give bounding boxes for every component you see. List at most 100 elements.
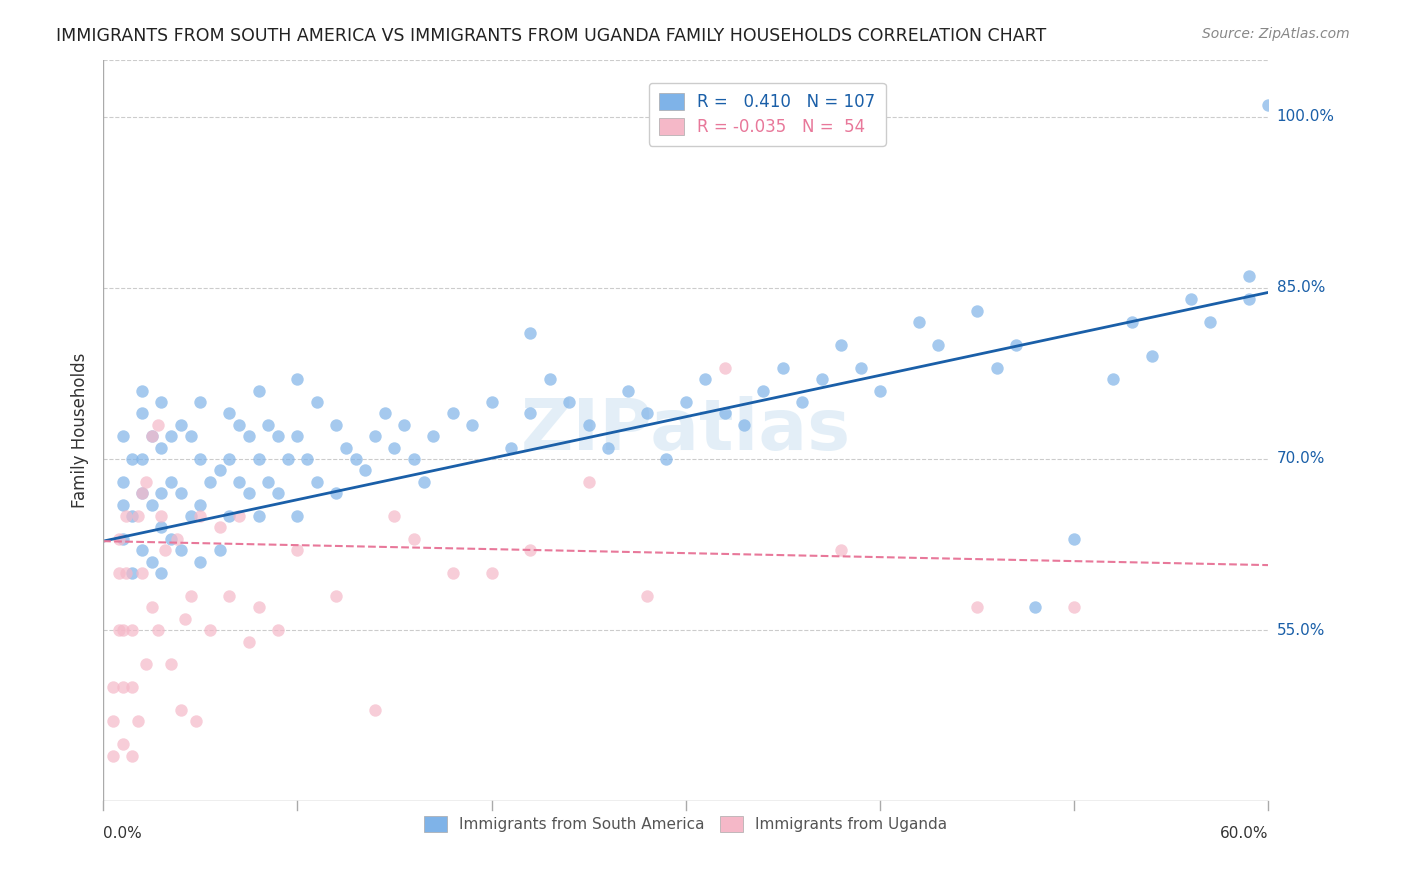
Point [441,406,464,420]
Point [135,475,157,489]
Text: Source: ZipAtlas.com: Source: ZipAtlas.com [1202,27,1350,41]
Text: 55.0%: 55.0% [1277,623,1324,638]
Point [101,714,124,729]
Point [107,566,129,580]
Point [285,429,308,443]
Point [218,406,240,420]
Point [228,417,250,432]
Point [115,509,138,524]
Point [695,372,717,386]
Point [1102,372,1125,386]
Point [247,509,270,524]
Point [830,338,852,352]
Point [1257,98,1279,112]
Point [402,452,425,467]
Point [150,395,173,409]
Point [374,406,396,420]
Point [141,498,163,512]
Point [208,463,231,477]
Point [198,623,221,637]
Point [519,326,541,341]
Point [267,486,290,500]
Point [733,417,755,432]
Point [101,680,124,694]
Point [238,429,260,443]
Point [927,338,949,352]
Point [115,566,138,580]
Point [267,623,290,637]
Point [208,543,231,558]
Point [218,589,240,603]
Point [441,566,464,580]
Point [131,452,153,467]
Point [384,509,406,524]
Point [538,372,561,386]
Point [1063,600,1085,615]
Text: ZIPatlas: ZIPatlas [520,396,851,465]
Point [111,737,134,751]
Point [596,441,619,455]
Point [499,441,522,455]
Point [481,566,503,580]
Point [810,372,832,386]
Point [713,406,735,420]
Point [180,429,202,443]
Point [101,748,124,763]
Point [111,498,134,512]
Point [655,452,678,467]
Text: 100.0%: 100.0% [1277,109,1334,124]
Point [295,452,318,467]
Point [111,532,134,546]
Point [131,486,153,500]
Point [160,429,183,443]
Point [180,589,202,603]
Point [519,406,541,420]
Point [384,441,406,455]
Point [150,566,173,580]
Point [198,475,221,489]
Point [869,384,891,398]
Point [257,475,280,489]
Point [285,543,308,558]
Point [1180,292,1202,306]
Point [111,680,134,694]
Point [354,463,377,477]
Point [1199,315,1222,329]
Point [121,566,143,580]
Point [1237,292,1260,306]
Point [238,634,260,648]
Point [1063,532,1085,546]
Point [636,406,658,420]
Point [461,417,484,432]
Legend: Immigrants from South America, Immigrants from Uganda: Immigrants from South America, Immigrant… [418,810,953,838]
Point [141,429,163,443]
Point [218,509,240,524]
Point [186,714,208,729]
Point [111,429,134,443]
Point [141,429,163,443]
Point [173,612,195,626]
Point [160,475,183,489]
Point [325,486,347,500]
Text: 70.0%: 70.0% [1277,451,1324,467]
Point [772,360,794,375]
Point [188,395,211,409]
Point [121,748,143,763]
Point [675,395,697,409]
Point [966,303,988,318]
Point [792,395,814,409]
Point [578,417,600,432]
Point [1121,315,1143,329]
Point [150,441,173,455]
Point [107,532,129,546]
Point [180,509,202,524]
Point [247,452,270,467]
Point [1024,600,1046,615]
Point [146,417,169,432]
Point [141,600,163,615]
Text: 60.0%: 60.0% [1220,826,1268,841]
Point [1237,269,1260,284]
Y-axis label: Family Households: Family Households [72,352,89,508]
Point [188,498,211,512]
Point [141,555,163,569]
